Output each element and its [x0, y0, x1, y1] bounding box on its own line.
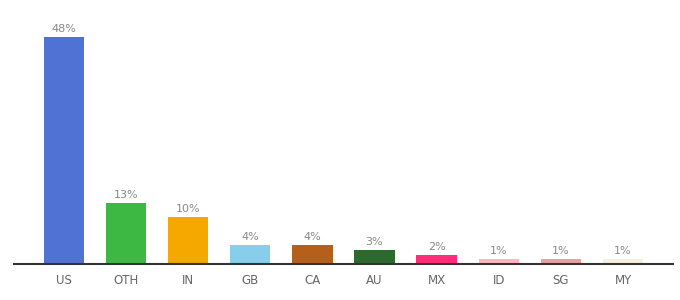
Bar: [230, 245, 271, 264]
Text: 10%: 10%: [175, 204, 201, 214]
Text: 1%: 1%: [490, 246, 507, 256]
Text: 4%: 4%: [303, 232, 321, 242]
Bar: [416, 255, 457, 264]
Bar: [44, 37, 84, 264]
Text: 4%: 4%: [241, 232, 259, 242]
Bar: [479, 259, 519, 264]
Text: 13%: 13%: [114, 190, 138, 200]
Bar: [354, 250, 394, 264]
Text: 1%: 1%: [552, 246, 570, 256]
Bar: [292, 245, 333, 264]
Text: 2%: 2%: [428, 242, 445, 252]
Bar: [168, 217, 208, 264]
Bar: [105, 202, 146, 264]
Text: 3%: 3%: [366, 237, 384, 247]
Text: 48%: 48%: [51, 25, 76, 34]
Bar: [541, 259, 581, 264]
Bar: [603, 259, 643, 264]
Text: 1%: 1%: [614, 246, 632, 256]
